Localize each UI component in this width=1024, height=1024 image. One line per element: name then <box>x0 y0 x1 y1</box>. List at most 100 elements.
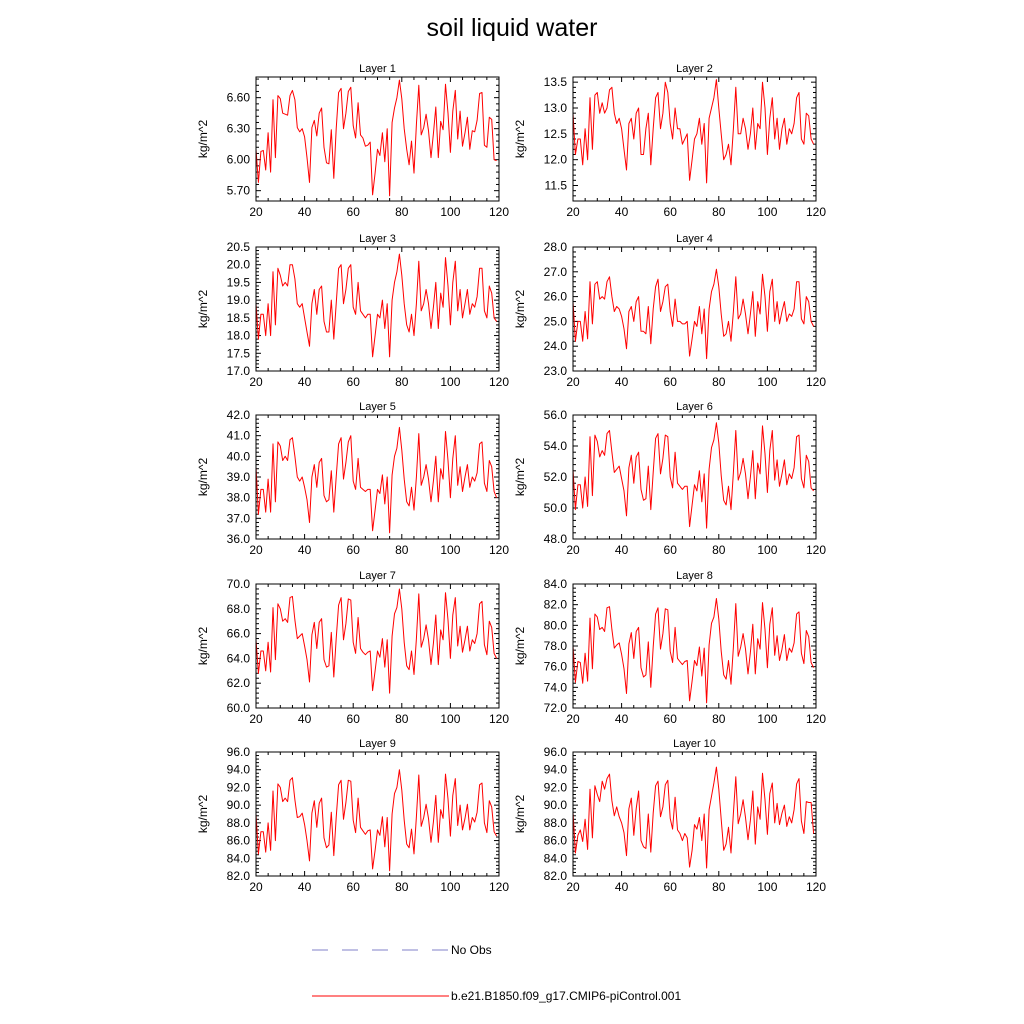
y-tick-label: 78.0 <box>544 639 568 653</box>
y-tick-label: 84.0 <box>227 851 251 865</box>
y-tick-label: 72.0 <box>544 701 568 715</box>
series-line <box>572 766 815 869</box>
y-tick-label: 86.0 <box>227 834 251 848</box>
series-line <box>572 598 815 704</box>
y-tick-label: 41.0 <box>227 429 251 443</box>
x-tick-label: 40 <box>615 712 629 726</box>
y-axis-label: kg/m^2 <box>196 290 210 329</box>
x-tick-label: 80 <box>712 880 726 894</box>
plot-frame <box>255 76 500 202</box>
panel-title: Layer 4 <box>676 233 713 245</box>
x-tick-label: 120 <box>806 375 826 389</box>
y-tick-label: 6.00 <box>227 153 251 167</box>
x-tick-label: 20 <box>566 375 580 389</box>
panel-layer-6: Layer 6 20 40 60 80 100 120 48.0 50.0 52.0 54.0 56.… <box>513 401 826 557</box>
y-tick-label: 96.0 <box>227 745 251 759</box>
y-tick-label: 60.0 <box>227 701 251 715</box>
panel-title: Layer 5 <box>359 401 396 413</box>
panel-layer-7: Layer 7 20 40 60 80 100 120 60.0 62.0 64.0 66.0 68.… <box>196 570 509 726</box>
y-axis-label: kg/m^2 <box>196 795 210 834</box>
x-tick-label: 20 <box>566 880 580 894</box>
y-tick-label: 64.0 <box>227 651 251 665</box>
y-tick-label: 6.30 <box>227 122 251 136</box>
panel-title: Layer 7 <box>359 570 396 582</box>
y-axis-label: kg/m^2 <box>513 627 527 666</box>
legend-label-no-obs: No Obs <box>451 943 492 957</box>
x-tick-label: 40 <box>615 375 629 389</box>
series-line <box>572 268 815 360</box>
y-tick-label: 19.0 <box>227 293 251 307</box>
y-tick-label: 68.0 <box>227 602 251 616</box>
y-tick-label: 13.0 <box>544 101 568 115</box>
panel-layer-3: Layer 3 20 40 60 80 100 120 17.0 17.5 18.0 18.5 19.… <box>196 233 509 389</box>
x-tick-label: 60 <box>347 205 361 219</box>
y-tick-label: 92.0 <box>227 780 251 794</box>
series-line <box>255 588 498 694</box>
x-tick-label: 60 <box>664 375 678 389</box>
plot-frame <box>255 583 500 709</box>
y-tick-label: 80.0 <box>544 618 568 632</box>
x-tick-label: 60 <box>664 543 678 557</box>
x-tick-label: 80 <box>395 880 409 894</box>
y-tick-label: 62.0 <box>227 676 251 690</box>
panel-layer-4: Layer 4 20 40 60 80 100 120 23.0 24.0 25.0 26.0 27.… <box>513 233 826 389</box>
y-tick-label: 52.0 <box>544 470 568 484</box>
y-tick-label: 84.0 <box>544 851 568 865</box>
x-tick-label: 40 <box>298 712 312 726</box>
x-tick-label: 20 <box>249 712 263 726</box>
x-tick-label: 20 <box>566 543 580 557</box>
x-tick-label: 120 <box>806 880 826 894</box>
x-tick-label: 40 <box>298 375 312 389</box>
x-tick-label: 100 <box>440 880 460 894</box>
x-tick-label: 100 <box>757 712 777 726</box>
series-line <box>255 426 498 534</box>
y-tick-label: 74.0 <box>544 680 568 694</box>
panel-title: Layer 6 <box>676 401 713 413</box>
x-tick-label: 20 <box>566 205 580 219</box>
x-tick-label: 40 <box>298 205 312 219</box>
x-tick-label: 120 <box>806 712 826 726</box>
y-tick-label: 96.0 <box>544 745 568 759</box>
x-tick-label: 120 <box>806 205 826 219</box>
x-tick-label: 20 <box>249 205 263 219</box>
y-tick-label: 76.0 <box>544 660 568 674</box>
y-tick-label: 24.0 <box>544 339 568 353</box>
panel-title: Layer 10 <box>673 738 716 750</box>
y-tick-label: 88.0 <box>544 816 568 830</box>
x-tick-label: 80 <box>395 543 409 557</box>
y-tick-label: 86.0 <box>544 834 568 848</box>
x-tick-label: 40 <box>615 205 629 219</box>
y-tick-label: 39.0 <box>227 470 251 484</box>
y-tick-label: 18.5 <box>227 311 251 325</box>
x-tick-label: 60 <box>347 375 361 389</box>
y-axis-label: kg/m^2 <box>513 120 527 159</box>
x-tick-label: 20 <box>249 375 263 389</box>
x-tick-label: 40 <box>298 880 312 894</box>
y-tick-label: 37.0 <box>227 511 251 525</box>
y-tick-label: 94.0 <box>227 763 251 777</box>
x-tick-label: 120 <box>489 205 509 219</box>
panel-title: Layer 1 <box>359 63 396 75</box>
x-tick-label: 80 <box>712 375 726 389</box>
x-tick-label: 80 <box>395 375 409 389</box>
y-tick-label: 13.5 <box>544 75 568 89</box>
y-tick-label: 48.0 <box>544 532 568 546</box>
y-tick-label: 92.0 <box>544 780 568 794</box>
y-tick-label: 27.0 <box>544 265 568 279</box>
x-tick-label: 100 <box>757 375 777 389</box>
series-line <box>572 79 815 184</box>
x-tick-label: 100 <box>440 543 460 557</box>
x-tick-label: 100 <box>757 880 777 894</box>
panel-layer-5: Layer 5 20 40 60 80 100 120 36.0 37.0 38.0 39.0 40.… <box>196 401 509 557</box>
y-tick-label: 12.0 <box>544 153 568 167</box>
y-tick-label: 66.0 <box>227 627 251 641</box>
panel-layer-1: Layer 1 20 40 60 80 100 120 5.70 6.00 6.30 6.60 kg/… <box>196 63 509 219</box>
x-tick-label: 120 <box>806 543 826 557</box>
series-line <box>255 769 498 872</box>
y-axis-label: kg/m^2 <box>513 290 527 329</box>
plot-frame <box>255 246 500 372</box>
y-axis-label: kg/m^2 <box>513 795 527 834</box>
y-tick-label: 42.0 <box>227 408 251 422</box>
x-tick-label: 60 <box>664 880 678 894</box>
